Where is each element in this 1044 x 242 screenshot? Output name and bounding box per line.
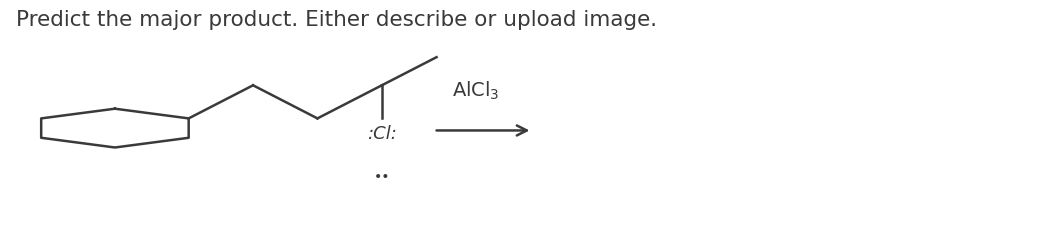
Text: AlCl$_3$: AlCl$_3$ — [451, 80, 499, 102]
Text: ••: •• — [374, 170, 390, 184]
Text: Predict the major product. Either describe or upload image.: Predict the major product. Either descri… — [17, 10, 658, 30]
Text: :Cl:: :Cl: — [366, 126, 397, 144]
